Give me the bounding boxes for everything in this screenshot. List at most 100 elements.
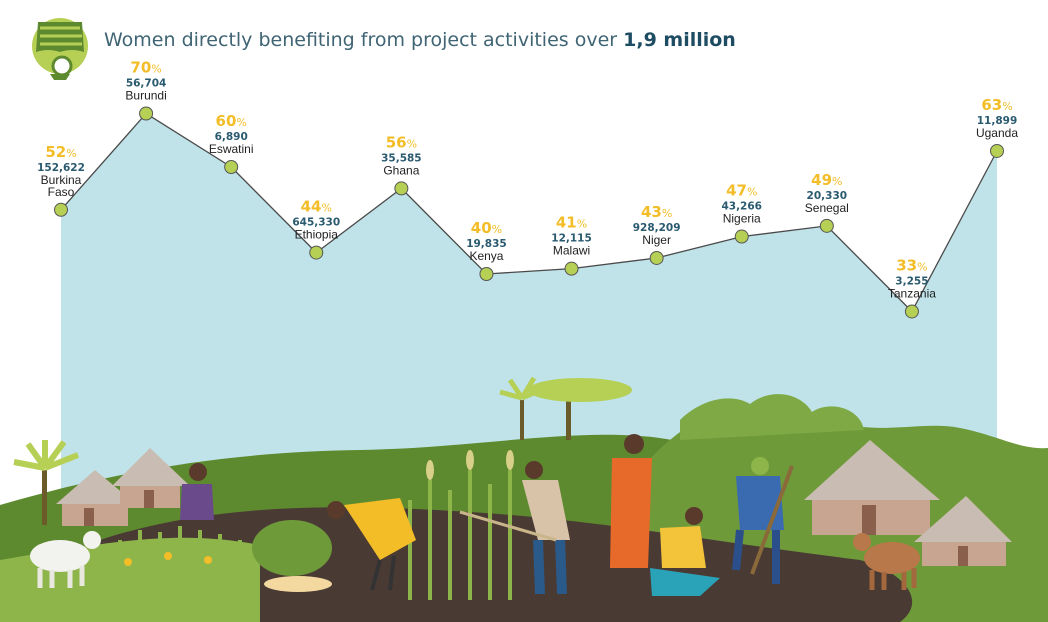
country-label: Ethiopia <box>295 228 339 242</box>
marker-eswatini <box>224 160 239 174</box>
series-line <box>60 112 998 313</box>
marker-burundi <box>139 106 154 121</box>
marker-niger <box>649 250 664 265</box>
palm-tree-back <box>499 376 547 440</box>
country-label: Ghana <box>383 163 419 177</box>
count-label: 20,330 <box>807 190 848 202</box>
percent-label: 40% <box>471 219 502 237</box>
farmer-woman-standing <box>610 434 652 568</box>
data-markers <box>54 106 1004 319</box>
percent-value: 70 <box>130 59 151 77</box>
percent-label: 60% <box>216 112 247 130</box>
farming-village-scene <box>0 376 1048 622</box>
percent-sign: % <box>747 186 757 199</box>
percent-sign: % <box>407 137 417 150</box>
percent-label: 49% <box>811 171 842 189</box>
count-label: 56,704 <box>126 78 167 90</box>
count-label: 6,890 <box>215 131 248 143</box>
hut-right-small <box>914 496 1012 566</box>
percent-sign: % <box>662 207 672 220</box>
percent-value: 49 <box>811 171 832 189</box>
count-label: 11,899 <box>977 115 1018 127</box>
country-label: Eswatini <box>209 142 254 156</box>
goat-white <box>30 531 101 588</box>
percent-label: 56% <box>386 133 417 151</box>
count-label: 12,115 <box>551 233 592 245</box>
percent-label: 63% <box>981 96 1012 114</box>
country-label: Burundi <box>125 89 166 103</box>
percent-value: 41 <box>556 214 577 232</box>
hut-left-2 <box>112 448 190 508</box>
country-label: Malawi <box>553 244 590 258</box>
palm-tree-left <box>13 440 80 525</box>
percent-label: 43% <box>641 203 672 221</box>
count-label: 928,209 <box>633 222 681 234</box>
percent-label: 52% <box>45 143 76 161</box>
count-label: 3,255 <box>895 275 928 287</box>
marker-ghana <box>394 181 409 196</box>
data-labels: 52%152,622BurkinaFaso70%56,704Burundi60%… <box>37 59 1018 301</box>
country-label: Uganda <box>976 126 1018 140</box>
hut-left <box>56 470 136 526</box>
goat-brown <box>853 533 920 590</box>
percent-sign: % <box>1002 100 1012 113</box>
farmer-man-planting <box>650 507 720 596</box>
count-label: 43,266 <box>721 201 762 213</box>
percent-sign: % <box>66 147 76 160</box>
title-prefix: Women directly benefiting from project a… <box>104 29 623 51</box>
percent-value: 63 <box>981 96 1002 114</box>
percent-sign: % <box>321 202 331 215</box>
percent-value: 60 <box>216 112 237 130</box>
marker-uganda <box>990 143 1004 158</box>
country-label: Faso <box>48 185 75 199</box>
marker-malawi <box>564 261 579 276</box>
count-label: 35,585 <box>381 152 422 164</box>
farmer-man-digging <box>732 457 794 584</box>
hut-right-large <box>804 440 940 535</box>
percent-value: 43 <box>641 203 662 221</box>
percent-sign: % <box>236 116 246 129</box>
country-label: Senegal <box>805 201 849 215</box>
marker-kenya <box>479 267 494 281</box>
percent-sign: % <box>492 223 502 236</box>
count-label: 152,622 <box>37 162 85 174</box>
farmer-woman-bending <box>327 498 416 591</box>
count-label: 645,330 <box>292 217 340 229</box>
bean-bushes <box>252 520 332 592</box>
country-label: Niger <box>642 233 671 247</box>
country-label: Burkina <box>41 173 82 187</box>
farmer-woman-hoeing <box>459 461 570 595</box>
acacia-tree <box>528 378 632 440</box>
marker-burkina-faso <box>54 202 68 217</box>
percent-value: 56 <box>386 133 407 151</box>
percent-sign: % <box>577 218 587 231</box>
count-label: 19,835 <box>466 238 507 250</box>
percent-sign: % <box>832 175 842 188</box>
farmer-woman-sitting <box>180 463 214 520</box>
marker-tanzania <box>904 304 919 319</box>
percent-sign: % <box>917 260 927 273</box>
woman-headwrap-icon <box>32 18 88 80</box>
percent-label: 47% <box>726 182 757 200</box>
country-label: Tanzania <box>888 286 936 300</box>
percent-value: 47 <box>726 182 747 200</box>
sorghum-crop <box>408 450 514 600</box>
country-label: Kenya <box>469 249 503 263</box>
percent-label: 70% <box>130 59 161 77</box>
chart-title: Women directly benefiting from project a… <box>104 29 736 51</box>
marker-nigeria <box>734 229 749 244</box>
percent-value: 44 <box>301 198 322 216</box>
